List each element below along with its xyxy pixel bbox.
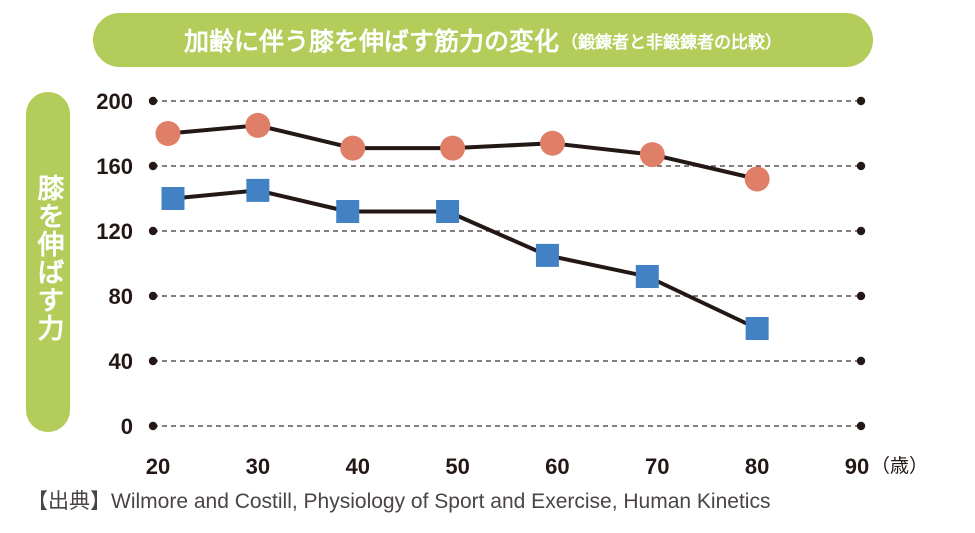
y-tick-label: 160: [96, 154, 133, 179]
y-axis-ticks: 0 40 80 120 160 200: [96, 89, 133, 439]
data-point-trained: [340, 135, 366, 161]
x-tick-label: 50: [445, 454, 469, 479]
data-point-trained: [440, 135, 466, 161]
chart-title-sub: （鍛錬者と非鍛錬者の比較）: [561, 32, 782, 53]
y-tick-label: 200: [96, 89, 133, 114]
data-point-untrained: [635, 265, 659, 288]
gridline-left-dot: [148, 226, 158, 236]
data-point-untrained: [336, 200, 360, 223]
x-tick-label: 80: [745, 454, 769, 479]
data-point-trained: [245, 112, 271, 138]
data-point-trained: [639, 142, 665, 168]
gridline-left-dot: [148, 356, 158, 366]
gridline-left-dot: [148, 291, 158, 301]
gridline-right-dot: [856, 291, 866, 301]
x-tick-label: 70: [645, 454, 669, 479]
data-point-trained: [539, 130, 565, 156]
gridline-right-dot: [856, 96, 866, 106]
y-axis-label: 膝を伸ばす力: [32, 174, 64, 342]
gridline-right-dot: [856, 421, 866, 431]
grid-lines: [148, 96, 866, 431]
gridline-left-dot: [148, 96, 158, 106]
data-point-untrained: [535, 243, 559, 267]
data-point-untrained: [436, 200, 460, 223]
x-axis-unit-label: （歳）: [871, 455, 928, 477]
data-point-trained: [155, 121, 181, 146]
data-point-trained: [744, 166, 770, 192]
data-point-untrained: [161, 187, 185, 210]
y-tick-label: 40: [109, 349, 133, 374]
x-tick-label: 60: [545, 454, 569, 479]
series-lines: [167, 123, 758, 331]
source-citation: 【出典】Wilmore and Costill, Physiology of S…: [27, 490, 771, 513]
series-line-untrained: [172, 188, 758, 331]
chart-title-main: 加齢に伴う膝を伸ばす筋力の変化: [183, 27, 559, 56]
x-axis-ticks: 20 30 40 50 60 70 80 90 （歳）: [146, 454, 928, 479]
y-axis-label-badge: 膝を伸ばす力: [26, 92, 70, 432]
chart-title: 加齢に伴う膝を伸ばす筋力の変化 （鍛錬者と非鍛錬者の比較）: [93, 13, 873, 67]
gridline-right-dot: [856, 161, 866, 171]
y-tick-label: 0: [121, 414, 133, 439]
x-tick-label: 90: [845, 454, 869, 479]
gridline-left-dot: [148, 161, 158, 171]
gridline-right-dot: [856, 226, 866, 236]
gridline-right-dot: [856, 356, 866, 366]
y-tick-label: 120: [96, 219, 133, 244]
x-tick-label: 30: [246, 454, 270, 479]
data-point-untrained: [745, 317, 769, 340]
series-markers: [155, 112, 770, 340]
x-tick-label: 20: [146, 454, 170, 479]
data-point-untrained: [246, 178, 270, 202]
y-tick-label: 80: [109, 284, 133, 309]
x-tick-label: 40: [345, 454, 369, 479]
gridline-left-dot: [148, 421, 158, 431]
